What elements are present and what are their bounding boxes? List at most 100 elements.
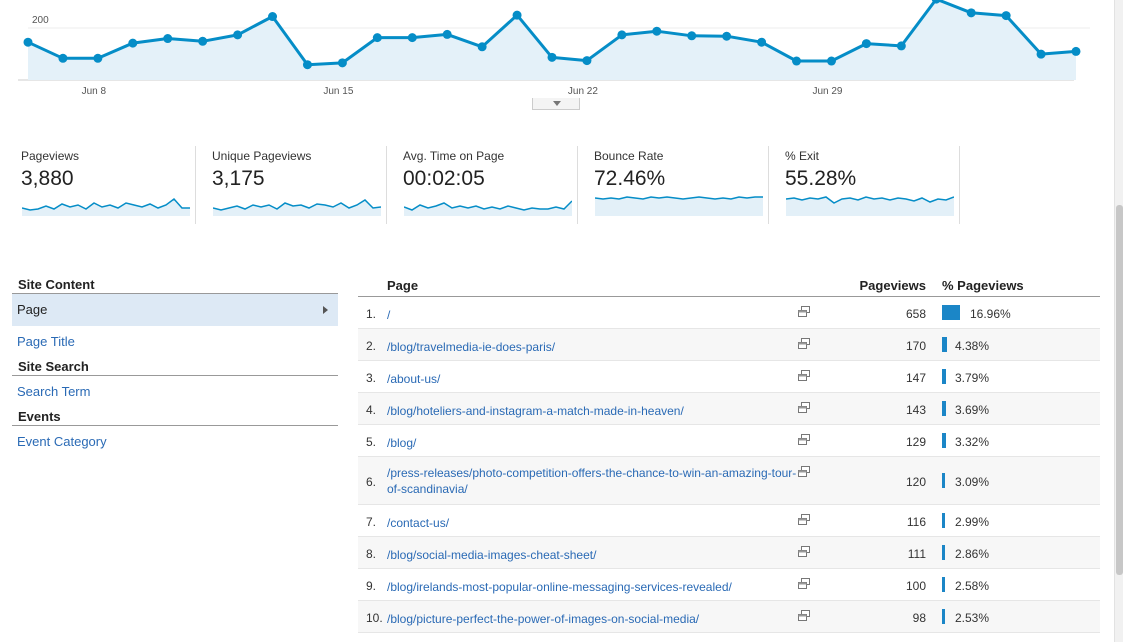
x-tick-label: Jun 15 (323, 86, 353, 97)
pct-share-bar (942, 513, 945, 528)
chart-data-point[interactable] (233, 30, 243, 40)
chart-data-point[interactable] (547, 52, 557, 62)
page-path-link[interactable]: /press-releases/photo-competition-offers… (387, 466, 797, 496)
table-row: 2. /blog/travelmedia-ie-does-paris/170 4.3… (358, 329, 1100, 361)
pageviews-value: 120 (905, 475, 926, 489)
pct-share-bar (942, 545, 945, 560)
sidebar-item-page[interactable]: Page (12, 294, 338, 326)
pageviews-value: 116 (906, 515, 926, 529)
metric-avg-time-on-page[interactable]: Avg. Time on Page 00:02:05 (394, 146, 578, 224)
chart-data-point[interactable] (1036, 49, 1046, 59)
pct-share-bar (942, 609, 945, 624)
chart-data-point[interactable] (722, 31, 732, 41)
section-heading-events: Events (12, 408, 338, 426)
page-path-link[interactable]: / (387, 308, 391, 322)
open-external-icon[interactable] (798, 306, 810, 317)
x-tick-label: Jun 22 (568, 86, 598, 97)
page-path-link[interactable]: /blog/social-media-images-cheat-sheet/ (387, 548, 597, 562)
chart-data-point[interactable] (128, 38, 138, 48)
sparkline (595, 196, 763, 216)
pct-share-bar (942, 577, 945, 592)
page-path-link[interactable]: /blog/picture-perfect-the-power-of-image… (387, 612, 700, 626)
chart-data-point[interactable] (512, 10, 522, 20)
chart-data-point[interactable] (896, 41, 906, 51)
sidebar-item-page-title[interactable]: Page Title (17, 334, 75, 349)
chart-data-point[interactable] (372, 33, 382, 43)
sidebar-item-event-category[interactable]: Event Category (17, 434, 107, 449)
table-row: 4. /blog/hoteliers-and-instagram-a-match-… (358, 393, 1100, 425)
chart-data-point[interactable] (1001, 11, 1011, 21)
row-rank: 9. (366, 579, 377, 593)
chart-data-point[interactable] (268, 12, 278, 22)
table-row: 10. /blog/picture-perfect-the-power-of-im… (358, 601, 1100, 633)
open-external-icon[interactable] (798, 466, 810, 477)
chart-data-point[interactable] (617, 30, 627, 40)
pageviews-value: 147 (905, 371, 926, 385)
metric-label: Pageviews (21, 149, 80, 163)
page-path-link[interactable]: /blog/ (387, 436, 417, 450)
row-rank: 5. (366, 435, 377, 449)
chart-data-point[interactable] (861, 39, 871, 49)
chart-data-point[interactable] (1071, 46, 1081, 56)
chart-data-point[interactable] (23, 37, 33, 47)
chart-data-point[interactable] (652, 26, 662, 36)
vertical-scrollbar[interactable] (1114, 0, 1123, 642)
pageviews-value: 143 (905, 403, 926, 417)
chart-data-point[interactable] (198, 36, 208, 46)
open-external-icon[interactable] (798, 514, 810, 525)
open-external-icon[interactable] (798, 402, 810, 413)
chart-data-point[interactable] (966, 8, 976, 18)
metric-value: 00:02:05 (403, 167, 485, 190)
chart-data-point[interactable] (302, 60, 312, 70)
page-path-link[interactable]: /contact-us/ (387, 516, 450, 530)
chart-data-point[interactable] (687, 31, 697, 41)
table-row: 9. /blog/irelands-most-popular-online-mes… (358, 569, 1100, 601)
chart-data-point[interactable] (93, 53, 103, 63)
open-external-icon[interactable] (798, 370, 810, 381)
column-header-pageviews[interactable]: Pageviews (859, 278, 927, 293)
pageviews-value: 658 (905, 307, 926, 321)
column-header-page[interactable]: Page (387, 278, 419, 293)
open-external-icon[interactable] (798, 578, 810, 589)
metric-bounce-rate[interactable]: Bounce Rate 72.46% (585, 146, 769, 224)
page-path-link[interactable]: /blog/hoteliers-and-instagram-a-match-ma… (387, 404, 684, 418)
chart-data-point[interactable] (826, 56, 836, 66)
metric-value: 3,175 (212, 167, 265, 190)
chart-data-point[interactable] (163, 34, 173, 44)
table-row: 5. /blog/129 3.32% (358, 425, 1100, 457)
row-rank: 10. (366, 611, 383, 625)
pages-table: Page Pageviews % Pageviews 1. / 658 16.96% 2… (358, 276, 1100, 633)
chart-data-point[interactable] (757, 37, 767, 47)
chart-data-point[interactable] (58, 53, 68, 63)
table-row: 3. /about-us/147 3.79% (358, 361, 1100, 393)
sparkline (404, 200, 572, 216)
metric-pageviews[interactable]: Pageviews 3,880 (12, 146, 196, 224)
metric-unique-pageviews[interactable]: Unique Pageviews 3,175 (203, 146, 387, 224)
chart-data-point[interactable] (442, 29, 452, 39)
open-external-icon[interactable] (798, 434, 810, 445)
row-rank: 7. (366, 515, 377, 529)
chart-expand-toggle[interactable] (532, 98, 580, 110)
chart-data-point[interactable] (477, 42, 487, 52)
pageviews-value: 100 (905, 579, 926, 593)
open-external-icon[interactable] (798, 338, 810, 349)
scrollbar-thumb[interactable] (1116, 205, 1123, 575)
metric-label: Bounce Rate (594, 149, 664, 163)
page-path-link[interactable]: /blog/irelands-most-popular-online-messa… (387, 580, 732, 594)
page-path-link[interactable]: /blog/travelmedia-ie-does-paris/ (387, 340, 556, 354)
chart-data-point[interactable] (337, 58, 347, 68)
open-external-icon[interactable] (798, 610, 810, 621)
sidebar-item-search-term[interactable]: Search Term (17, 384, 91, 399)
chart-data-point[interactable] (931, 0, 941, 4)
pct-share-bar (942, 369, 946, 384)
chart-data-point[interactable] (582, 56, 592, 66)
page-path-link[interactable]: /about-us/ (387, 372, 441, 386)
row-rank: 3. (366, 371, 377, 385)
table-row: 8. /blog/social-media-images-cheat-sheet/… (358, 537, 1100, 569)
chart-data-point[interactable] (407, 33, 417, 43)
metric-exit-rate[interactable]: % Exit 55.28% (776, 146, 960, 224)
pageviews-value: 111 (907, 547, 926, 561)
column-header-pct-pageviews[interactable]: % Pageviews (942, 278, 1024, 293)
open-external-icon[interactable] (798, 546, 810, 557)
chart-data-point[interactable] (792, 56, 802, 66)
